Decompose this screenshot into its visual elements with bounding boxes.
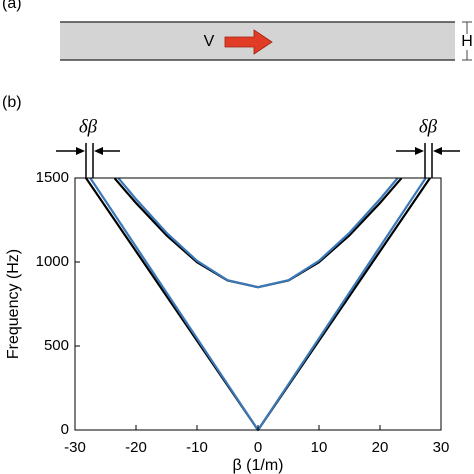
y-tick-label: 1500 (36, 169, 69, 186)
curve (89, 177, 427, 432)
x-tick-label: -30 (64, 439, 86, 456)
curve (85, 177, 431, 432)
y-tick-label: 0 (61, 421, 69, 438)
y-tick-label: 1000 (36, 253, 69, 270)
annotation: δβ (419, 116, 438, 137)
y-axis-label: Frequency (Hz) (5, 249, 22, 359)
curve (117, 177, 399, 289)
x-axis-label: β (1/m) (233, 457, 284, 474)
plot-frame (74, 177, 442, 431)
annotation: δβ (79, 116, 98, 137)
velocity-label: V (204, 33, 215, 50)
velocity-arrow (224, 29, 273, 55)
x-tick-label: -20 (125, 439, 147, 456)
delta-arrowheads (76, 147, 442, 155)
curve (113, 177, 403, 289)
x-tick-label: 0 (254, 439, 262, 456)
y-tick-label: 500 (44, 337, 69, 354)
x-tick-label: 30 (433, 439, 450, 456)
panel-label: (a) (2, 0, 22, 12)
x-tick-label: -10 (186, 439, 208, 456)
x-tick-label: 10 (311, 439, 328, 456)
delta-markers (56, 143, 460, 178)
panel-label: (b) (2, 94, 22, 111)
x-tick-label: 20 (372, 439, 389, 456)
thickness-label: H (461, 33, 473, 50)
